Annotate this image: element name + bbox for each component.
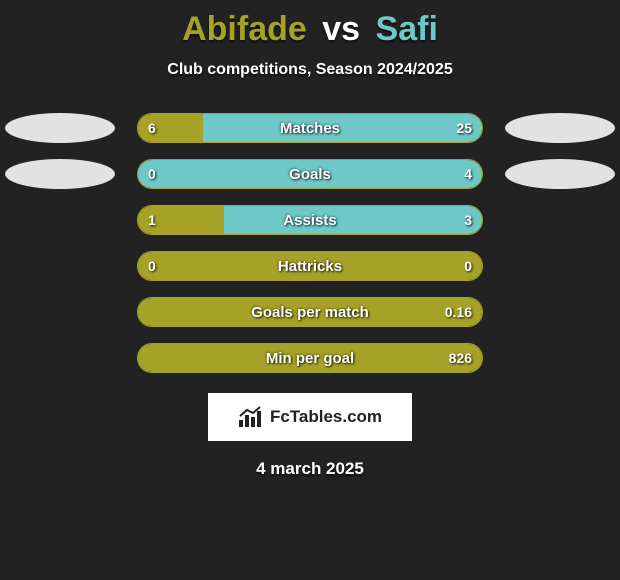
player2-badge xyxy=(505,113,615,143)
bar-fill-p2 xyxy=(224,206,482,234)
player1-badge xyxy=(5,113,115,143)
bar-fill-p1 xyxy=(138,206,224,234)
stat-row: 13Assists xyxy=(0,201,620,247)
brand-text: FcTables.com xyxy=(270,407,382,427)
stat-bar: 625Matches xyxy=(137,113,483,143)
brand-chart-icon xyxy=(238,406,264,428)
player2-name: Safi xyxy=(376,10,438,48)
bar-fill-p2 xyxy=(138,160,482,188)
date-text: 4 march 2025 xyxy=(0,459,620,479)
bar-fill-p1 xyxy=(138,114,203,142)
stats-chart: 625Matches 04Goals 13Assists 00Hattricks 0.1… xyxy=(0,109,620,385)
brand-badge: FcTables.com xyxy=(208,393,412,441)
stat-row: 04Goals xyxy=(0,155,620,201)
stat-row: 826Min per goal xyxy=(0,339,620,385)
bar-fill-p1 xyxy=(138,344,482,372)
stat-bar: 826Min per goal xyxy=(137,343,483,373)
bar-fill-p1 xyxy=(138,252,482,280)
subtitle: Club competitions, Season 2024/2025 xyxy=(0,61,620,79)
stat-row: 625Matches xyxy=(0,109,620,155)
stat-bar: 00Hattricks xyxy=(137,251,483,281)
stat-row: 00Hattricks xyxy=(0,247,620,293)
player2-badge xyxy=(505,159,615,189)
vs-text: vs xyxy=(322,10,360,48)
stat-bar: 0.16Goals per match xyxy=(137,297,483,327)
bar-fill-p1 xyxy=(138,298,482,326)
stat-bar: 04Goals xyxy=(137,159,483,189)
stat-row: 0.16Goals per match xyxy=(0,293,620,339)
player1-name: Abifade xyxy=(182,10,307,48)
player1-badge xyxy=(5,159,115,189)
stat-bar: 13Assists xyxy=(137,205,483,235)
bar-fill-p2 xyxy=(203,114,482,142)
comparison-title: Abifade vs Safi xyxy=(0,0,620,49)
